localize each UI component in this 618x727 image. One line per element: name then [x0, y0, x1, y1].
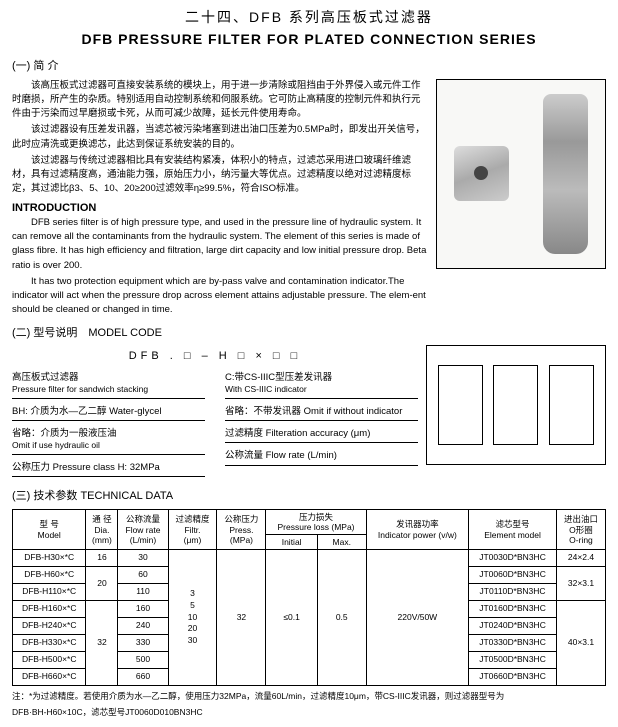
note-line: DFB·BH-H60×10C，滤芯型号JT0060D010BN3HC — [12, 706, 606, 719]
table-cell: 240 — [118, 617, 168, 634]
code-item: 省略：介质为一般液压油 — [12, 427, 205, 440]
table-cell: 32 — [217, 550, 266, 685]
intro-text: 该高压板式过滤器可直接安装系统的模块上，用于进一步清除或阻挡由于外界侵入或元件工… — [12, 79, 428, 320]
table-cell: 220V/50W — [366, 550, 468, 685]
code-item-en: With CS-IIIC indicator — [225, 384, 418, 396]
code-item-en: Omit if use hydraulic oil — [12, 440, 205, 452]
code-item: 高压板式过滤器 — [12, 371, 205, 384]
product-photo — [436, 79, 606, 269]
th-ploss-max: Max. — [317, 535, 366, 550]
table-cell: 160 — [118, 601, 168, 618]
indicator-symbol-icon — [549, 365, 594, 445]
table-cell: DFB-H240×*C — [13, 617, 86, 634]
table-cell: JT0500D*BN3HC — [469, 651, 557, 668]
table-cell: 20 — [86, 567, 118, 601]
table-cell: DFB-H30×*C — [13, 550, 86, 567]
note-line: 注：*为过滤精度。若使用介质为水—乙二醇，使用压力32MPa，流量60L/min… — [12, 690, 606, 703]
code-item: 公称压力 Pressure class H: 32MPa — [12, 461, 205, 474]
th-press: 公称压力 Press. (MPa) — [217, 509, 266, 550]
table-cell: ≤0.1 — [266, 550, 317, 685]
intro-cn-p: 该过滤器与传统过滤器相比具有安装结构紧凑，体积小的特点，过滤芯采用进口玻璃纤维滤… — [12, 154, 428, 197]
table-cell: 60 — [118, 567, 168, 584]
section-model-head: (二) 型号说明 MODEL CODE — [12, 326, 606, 341]
intro-en-p: It has two protection equipment which ar… — [12, 275, 428, 318]
table-cell: DFB-H160×*C — [13, 601, 86, 618]
section-intro-head: (一) 简 介 — [12, 59, 606, 74]
table-cell: 500 — [118, 651, 168, 668]
code-item: 省略：不带发讯器 Omit if without indicator — [225, 405, 418, 418]
code-item: BH: 介质为水—乙二醇 Water-glycel — [12, 405, 205, 418]
code-item: 公称流量 Flow rate (L/min) — [225, 449, 418, 462]
title-en: DFB PRESSURE FILTER FOR PLATED CONNECTIO… — [12, 30, 606, 50]
code-item: 过滤精度 Filteration accuracy (μm) — [225, 427, 418, 440]
table-cell: 0.5 — [317, 550, 366, 685]
valve-symbol-icon — [438, 365, 483, 445]
th-ploss-init: Initial — [266, 535, 317, 550]
table-cell: 32 — [86, 601, 118, 685]
table-cell: DFB-H330×*C — [13, 634, 86, 651]
intro-en-head: INTRODUCTION — [12, 201, 428, 216]
hydraulic-symbol-box — [426, 345, 606, 465]
table-cell: 3 5 10 20 30 — [168, 550, 217, 685]
th-flow: 公称流量 Flow rate (L/min) — [118, 509, 168, 550]
table-cell: 110 — [118, 584, 168, 601]
intro-cn-p: 该高压板式过滤器可直接安装系统的模块上，用于进一步清除或阻挡由于外界侵入或元件工… — [12, 79, 428, 122]
table-cell: 40×3.1 — [556, 601, 605, 685]
table-cell: JT0110D*BN3HC — [469, 584, 557, 601]
table-cell: JT0660D*BN3HC — [469, 668, 557, 685]
model-code-block: DFB . □ – H □ × □ □ 高压板式过滤器Pressure filt… — [12, 345, 418, 483]
table-cell: DFB-H660×*C — [13, 668, 86, 685]
table-cell: 330 — [118, 634, 168, 651]
intro-cn-p: 该过滤器设有压差发讯器，当滤芯被污染堵塞到进出油口压差为0.5MPa时，即发出开… — [12, 123, 428, 152]
table-cell: DFB-H60×*C — [13, 567, 86, 584]
intro-en-p: DFB series filter is of high pressure ty… — [12, 216, 428, 273]
table-cell: JT0240D*BN3HC — [469, 617, 557, 634]
th-indpow: 发讯器功率 Indicator power (v/w) — [366, 509, 468, 550]
table-cell: JT0330D*BN3HC — [469, 634, 557, 651]
table-cell: DFB-H500×*C — [13, 651, 86, 668]
filter-body-icon — [543, 94, 588, 254]
table-cell: JT0060D*BN3HC — [469, 567, 557, 584]
th-dia: 通 径 Dia. (mm) — [86, 509, 118, 550]
table-cell: 30 — [118, 550, 168, 567]
table-cell: DFB-H110×*C — [13, 584, 86, 601]
table-cell: JT0160D*BN3HC — [469, 601, 557, 618]
th-ploss: 压力损失 Pressure loss (MPa) — [266, 509, 366, 534]
filter-symbol-icon — [493, 365, 538, 445]
table-cell: JT0030D*BN3HC — [469, 550, 557, 567]
tech-table: 型 号 Model 通 径 Dia. (mm) 公称流量 Flow rate (… — [12, 509, 606, 686]
th-elem: 滤芯型号 Element model — [469, 509, 557, 550]
table-cell: 32×3.1 — [556, 567, 605, 601]
th-filt: 过滤精度 Filtr. (μm) — [168, 509, 217, 550]
title-cn: 二十四、DFB 系列高压板式过滤器 — [12, 8, 606, 28]
model-formula: DFB . □ – H □ × □ □ — [12, 349, 418, 364]
code-item-en: Pressure filter for sandwich stacking — [12, 384, 205, 396]
table-cell: 24×2.4 — [556, 550, 605, 567]
table-cell: 660 — [118, 668, 168, 685]
filter-block-icon — [454, 146, 509, 201]
section-tech-head: (三) 技术参数 TECHNICAL DATA — [12, 489, 606, 504]
th-model: 型 号 Model — [13, 509, 86, 550]
table-cell: 16 — [86, 550, 118, 567]
code-item: C:带CS-IIIC型压差发讯器 — [225, 371, 418, 384]
th-oring: 进出油口 O形圈 O-ring — [556, 509, 605, 550]
